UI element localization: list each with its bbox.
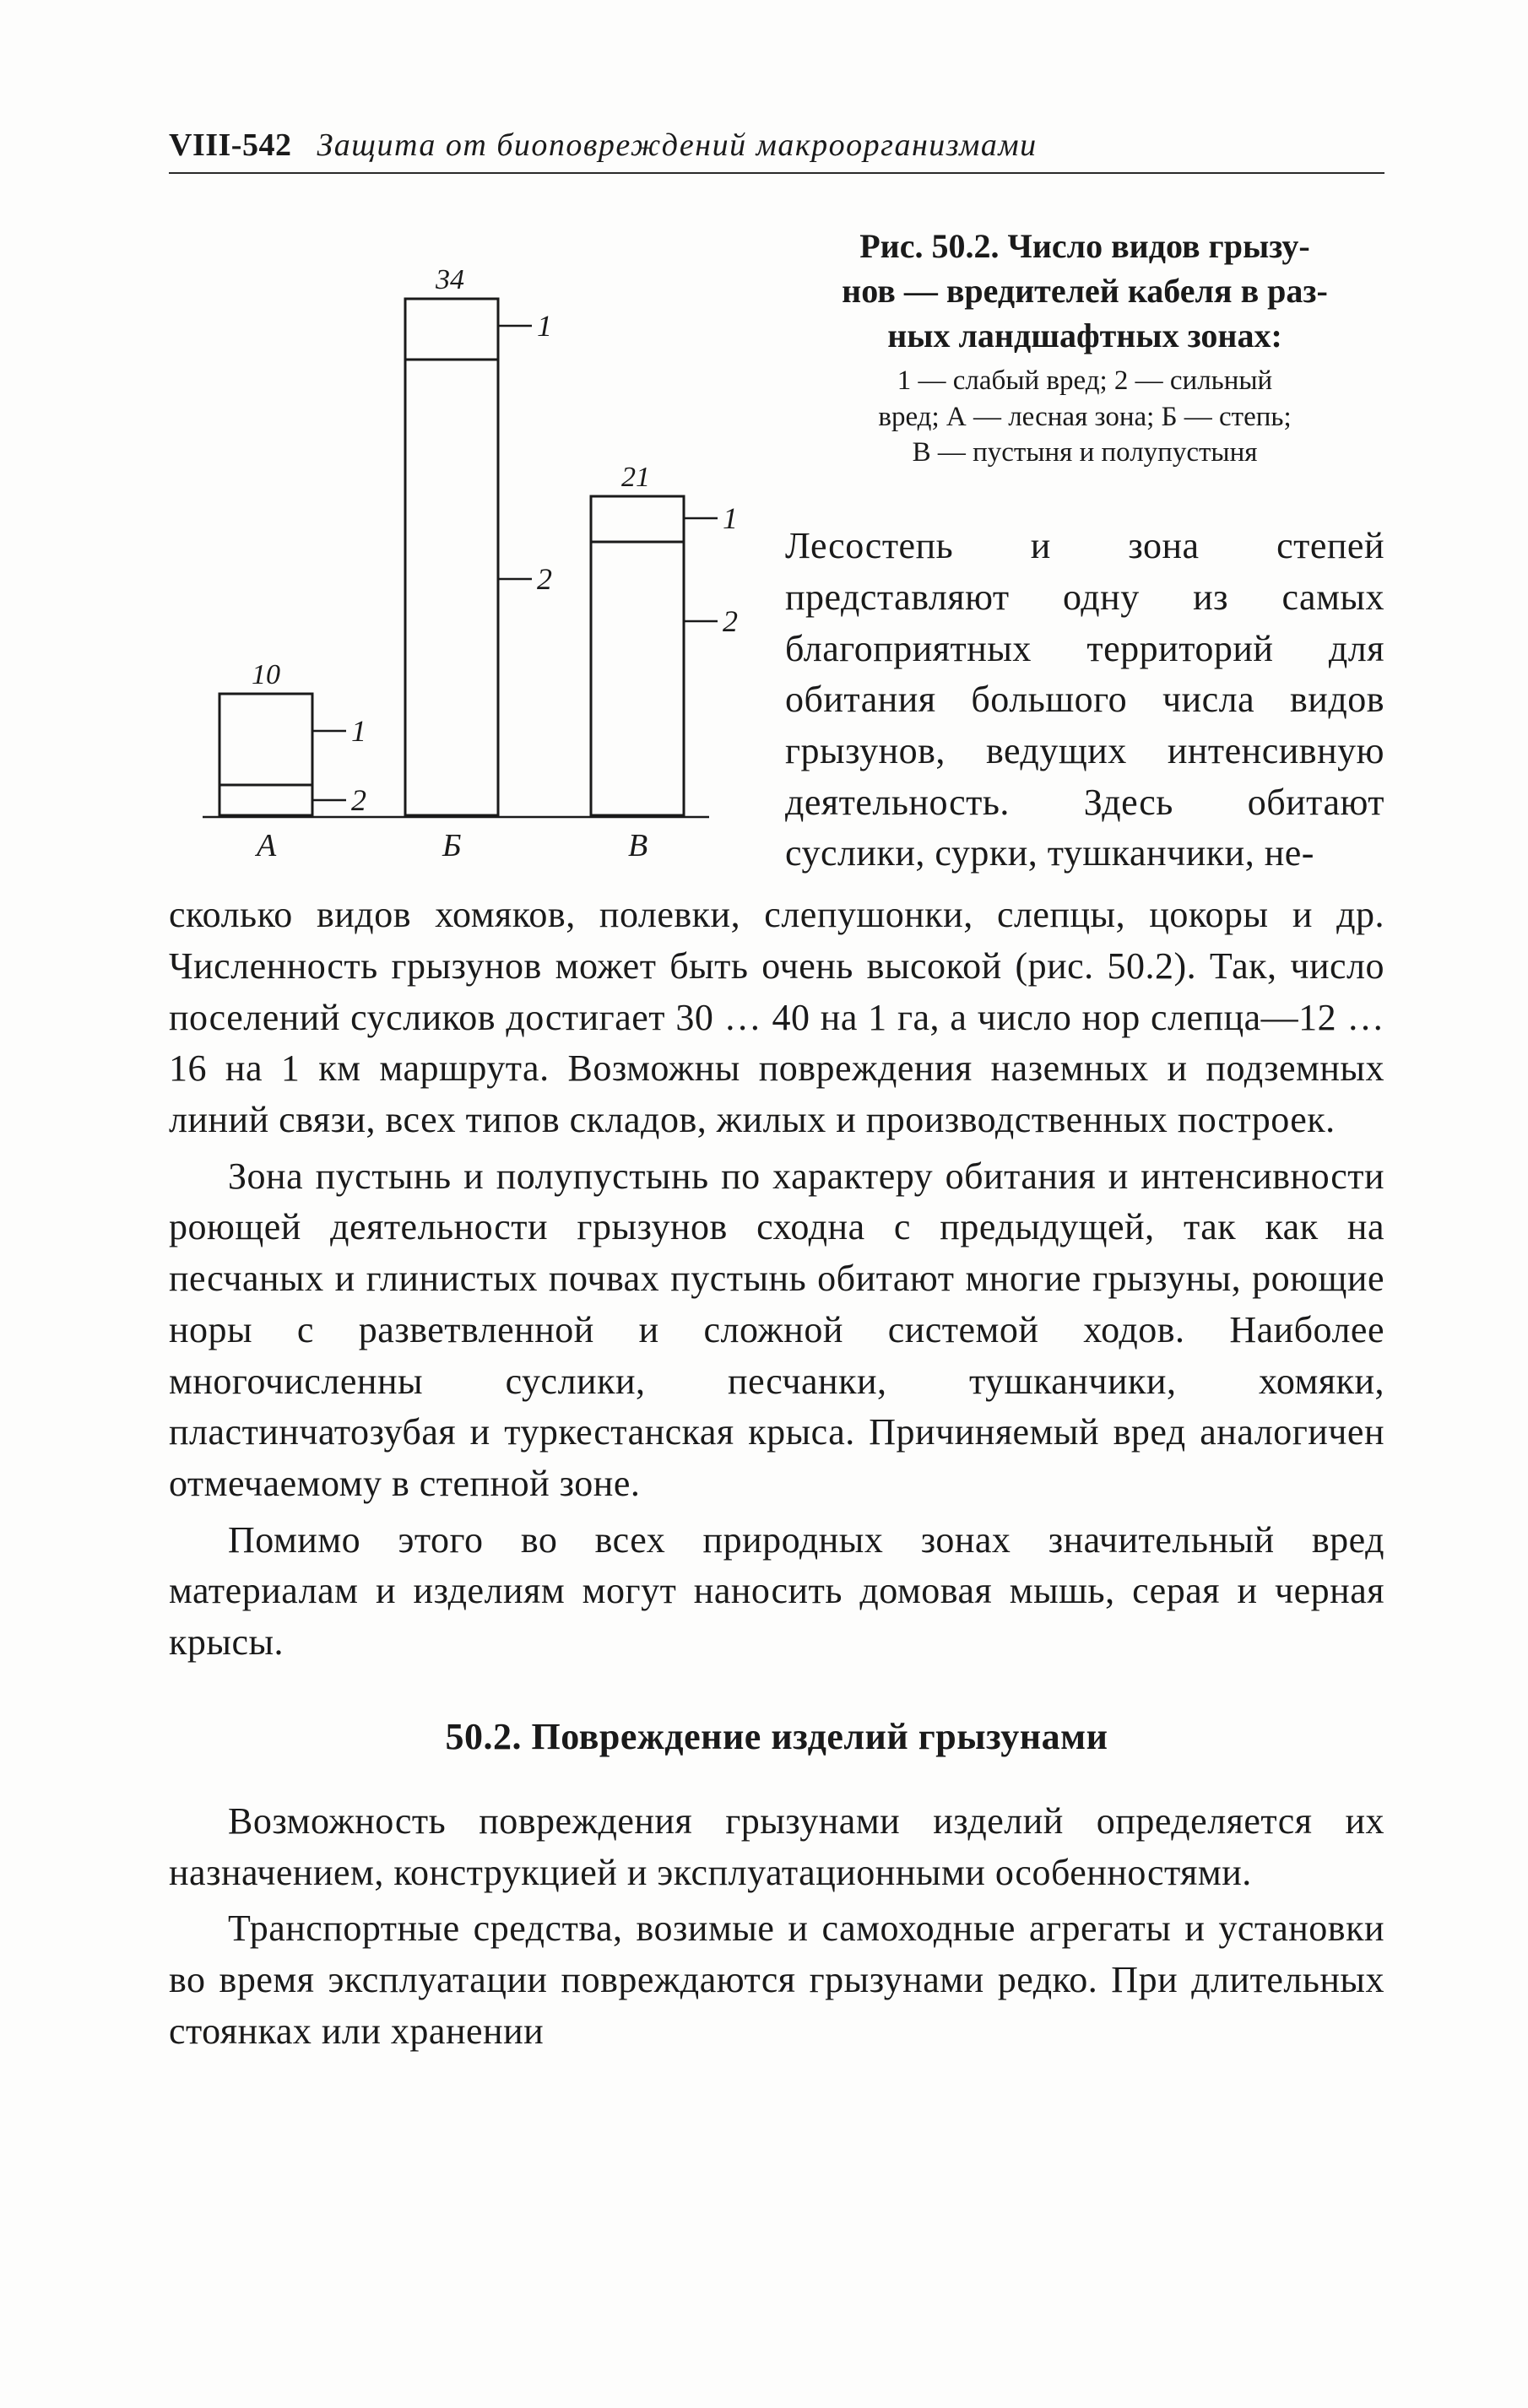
- figure-and-caption: 10 1 2 34 1 2: [169, 225, 1384, 879]
- bar-V: 21 1 2: [591, 462, 738, 815]
- bar-A-ptr-2: 2: [351, 783, 366, 817]
- section-heading-50-2: 50.2. Повреждение изделий грызунами: [169, 1715, 1384, 1758]
- para-1: сколько видов хомяков, полевки, слепушон…: [169, 890, 1384, 1146]
- para-5: Транспортные средства, возимые и самоход…: [169, 1903, 1384, 2057]
- fig-title-l3: ных ландшафтных зонах:: [887, 317, 1282, 354]
- bar-B-ptr-1: 1: [537, 309, 552, 343]
- bar-B-ptr-2: 2: [537, 562, 552, 596]
- running-head-rule: [169, 172, 1384, 174]
- running-head: VIII-542 Защита от биоповреждений макроо…: [169, 127, 1384, 164]
- body-text-1: сколько видов хомяков, полевки, слепушон…: [169, 890, 1384, 1669]
- bar-B: 34 1 2: [405, 264, 552, 815]
- lead-paragraph: Лесостепь и зона степей представляют одн…: [785, 521, 1384, 879]
- fig-title-l1: Рис. 50.2. Число видов грызу-: [859, 227, 1310, 265]
- fig-legend-l2: вред; А — лесная зона; Б — степь;: [878, 402, 1291, 432]
- fig-title-l2: нов — вредителей кабеля в раз-: [842, 272, 1328, 310]
- para-3: Помимо этого во всех природных зонах зна…: [169, 1515, 1384, 1669]
- bar-V-ptr-1: 1: [723, 501, 738, 535]
- fig-legend-l1: 1 — слабый вред; 2 — сильный: [897, 365, 1272, 396]
- bar-A-ptr-1: 1: [351, 714, 366, 748]
- page-code: VIII-542: [169, 127, 291, 163]
- bar-V-value: 21: [621, 462, 650, 493]
- cat-V: В: [628, 828, 648, 863]
- figure-title: Рис. 50.2. Число видов грызу- нов — вред…: [785, 225, 1384, 358]
- figure-legend: 1 — слабый вред; 2 — сильный вред; А — л…: [785, 363, 1384, 470]
- para-4: Возможность повреждения грызунами издели…: [169, 1796, 1384, 1898]
- page: VIII-542 Защита от биоповреждений макроо…: [0, 0, 1528, 2408]
- body-text-2: Возможность повреждения грызунами издели…: [169, 1796, 1384, 2058]
- fig-legend-l3: В — пустыня и полупустыня: [913, 437, 1258, 468]
- para-2: Зона пустынь и полупустынь по характеру …: [169, 1151, 1384, 1510]
- cat-B: Б: [442, 828, 461, 863]
- chapter-title: Защита от биоповреждений макроорганизмам…: [317, 127, 1037, 163]
- figure-caption: Рис. 50.2. Число видов грызу- нов — вред…: [785, 225, 1384, 879]
- figure-50-2-chart: 10 1 2 34 1 2: [169, 225, 743, 879]
- cat-A: А: [254, 828, 277, 863]
- bar-chart-svg: 10 1 2 34 1 2: [169, 225, 743, 866]
- bar-A: 10 1 2: [219, 659, 366, 817]
- bar-B-value: 34: [435, 264, 464, 295]
- bar-A-value: 10: [252, 659, 280, 690]
- bar-V-ptr-2: 2: [723, 604, 738, 638]
